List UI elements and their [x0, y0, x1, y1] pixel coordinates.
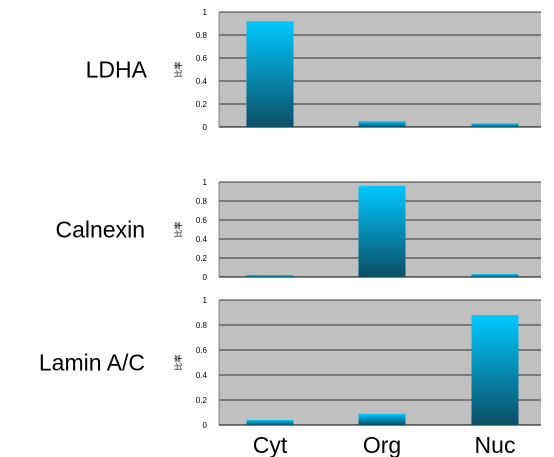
x-tick-label: Nuc: [475, 432, 516, 457]
y-tick-label: 0.8: [196, 321, 208, 330]
x-tick-label: Cyt: [253, 432, 288, 457]
bar-nuc: [471, 123, 519, 127]
bar-org: [358, 185, 406, 277]
y-tick-label: 0.4: [196, 371, 208, 380]
bar-nuc: [471, 274, 519, 277]
x-axis: Cyt Org Nuc: [253, 432, 516, 457]
panel-title: LDHA: [86, 57, 148, 83]
bar-cyt: [246, 21, 294, 128]
y-tick-label: 0.2: [196, 396, 208, 405]
bar-org: [358, 121, 406, 127]
y-tick-label: 0.6: [196, 216, 208, 225]
y-tick-label: 1: [203, 178, 208, 187]
y-tick-label: 1: [203, 296, 208, 305]
bar-nuc: [471, 315, 519, 425]
chart-panel-2: 0 0.2 0.4 0.6 0.8 1 比率 Lamin A/C: [39, 296, 541, 430]
bar-cyt: [246, 275, 294, 277]
y-tick-label: 0: [203, 123, 208, 132]
y-tick-label: 0.2: [196, 254, 208, 263]
y-axis-label: 比率: [173, 222, 183, 238]
x-tick-label: Org: [363, 432, 401, 457]
panel-title: Calnexin: [56, 217, 146, 243]
y-tick-label: 0.6: [196, 346, 208, 355]
bar-cyt: [246, 420, 294, 425]
chart-panel-0: 0 0.2 0.4 0.6 0.8 1 比率 LDHA: [86, 8, 541, 132]
y-tick-label: 0.4: [196, 77, 208, 86]
y-tick-label: 0.2: [196, 100, 208, 109]
chart-panel-1: 0 0.2 0.4 0.6 0.8 1 比率 Calnexin: [56, 178, 541, 282]
y-tick-label: 0: [203, 421, 208, 430]
y-tick-label: 0: [203, 273, 208, 282]
y-tick-label: 1: [203, 8, 208, 17]
y-axis-label: 比率: [173, 62, 183, 78]
chart-panels: 0 0.2 0.4 0.6 0.8 1 比率 LDHA 0 0.2 0.4 0.6 0.8 1 比率 Caln…: [39, 8, 541, 430]
bar-org: [358, 413, 406, 425]
y-tick-label: 0.8: [196, 197, 208, 206]
y-axis-label: 比率: [173, 355, 183, 371]
y-tick-label: 0.4: [196, 235, 208, 244]
y-tick-label: 0.6: [196, 54, 208, 63]
y-tick-label: 0.8: [196, 31, 208, 40]
panel-title: Lamin A/C: [39, 350, 145, 376]
